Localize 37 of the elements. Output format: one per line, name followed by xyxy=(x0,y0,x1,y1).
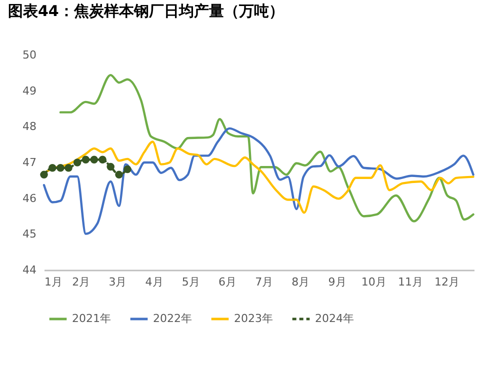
x-tick-label: 3月 xyxy=(108,276,127,288)
legend-label: 2024年 xyxy=(315,312,354,325)
legend-label: 2021年 xyxy=(72,312,111,325)
point xyxy=(115,170,123,179)
legend-label: 2022年 xyxy=(153,312,192,325)
point xyxy=(64,164,72,172)
x-tick-label: 10月 xyxy=(361,276,386,288)
x-tick-label: 6月 xyxy=(218,276,236,288)
y-tick-label: 45 xyxy=(22,228,36,241)
point xyxy=(40,170,48,179)
line-series xyxy=(59,74,474,222)
point xyxy=(73,158,82,166)
y-tick-label: 48 xyxy=(22,120,36,134)
x-tick-label: 9月 xyxy=(328,276,346,288)
y-tick-label: 47 xyxy=(22,156,36,169)
y-tick-label: 50 xyxy=(22,48,36,62)
point xyxy=(90,156,98,164)
x-tick-label: 7月 xyxy=(255,276,274,288)
point xyxy=(98,156,106,164)
x-tick-label: 12月 xyxy=(434,276,460,288)
line-series xyxy=(42,127,474,235)
point xyxy=(48,164,56,172)
x-tick-label: 11月 xyxy=(398,276,423,288)
point xyxy=(106,162,114,171)
y-tick-label: 44 xyxy=(22,264,36,276)
point xyxy=(124,165,132,174)
y-tick-label: 46 xyxy=(22,192,36,205)
x-tick-label: 5月 xyxy=(182,276,200,288)
x-tick-label: 1月 xyxy=(44,276,62,288)
point xyxy=(82,156,90,164)
x-tick-label: 2月 xyxy=(72,276,90,288)
point xyxy=(56,164,64,172)
x-tick-label: 8月 xyxy=(292,276,310,288)
y-tick-label: 49 xyxy=(22,84,36,98)
legend-label: 2023年 xyxy=(234,312,273,325)
chart-title: 图表44：焦炭样本钢厂日均产量（万吨） xyxy=(8,2,284,20)
x-tick-label: 4月 xyxy=(145,276,164,288)
